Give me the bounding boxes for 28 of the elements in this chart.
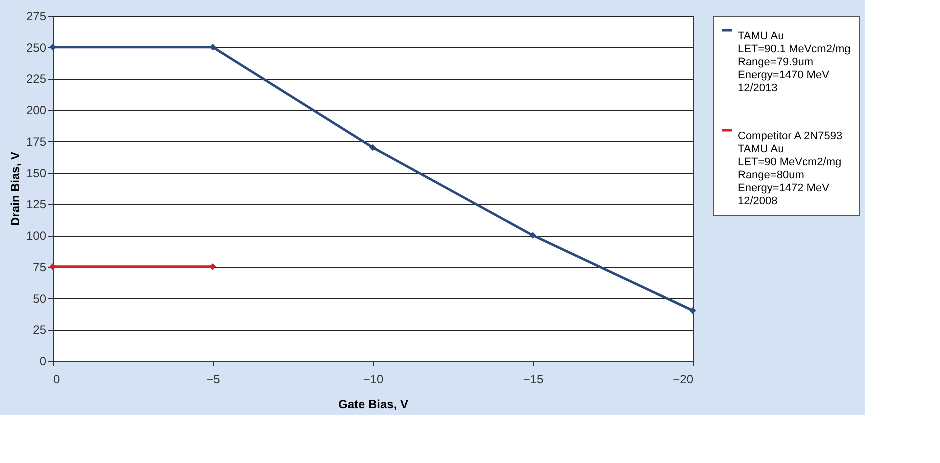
x-axis-title: Gate Bias, V xyxy=(338,398,409,412)
point xyxy=(530,232,536,239)
legend-label: TAMU Au LET=90.1 MeVcm2/mg Range=79.9um Energy=1470 MeV 12/2013 xyxy=(738,30,851,94)
y-tick-label: 175 xyxy=(26,134,47,149)
point xyxy=(690,307,696,314)
point xyxy=(370,144,376,152)
y-tick-label: 200 xyxy=(26,104,47,118)
x-tick-label: −20 xyxy=(673,372,694,386)
y-tick-label: 250 xyxy=(26,40,47,55)
y-tick-label: 50 xyxy=(33,292,47,306)
y-tick-label: 75 xyxy=(33,260,47,274)
y-tick-label: 125 xyxy=(26,198,47,212)
y-tick-label: 25 xyxy=(33,323,47,338)
y-tick-label: 150 xyxy=(26,166,47,180)
point xyxy=(210,264,216,270)
point xyxy=(50,44,56,51)
x-tick-label: −5 xyxy=(206,372,221,386)
x-tick-label: −10 xyxy=(363,372,384,386)
point xyxy=(50,264,56,270)
x-tick-label: 0 xyxy=(54,372,60,386)
point xyxy=(210,44,216,51)
y-tick-label: 275 xyxy=(26,10,47,24)
legend-label: Competitor A 2N7593 TAMU Au LET=90 MeVcm2/mg Range=80um Energy=1472 MeV 12/2008 xyxy=(738,130,843,208)
y-tick-label: 225 xyxy=(26,72,47,86)
y-axis-title: Drain Bias, V xyxy=(8,152,22,226)
y-tick-label: 0 xyxy=(40,354,47,368)
x-tick-label: −15 xyxy=(523,372,544,386)
y-tick-label: 100 xyxy=(26,229,47,244)
